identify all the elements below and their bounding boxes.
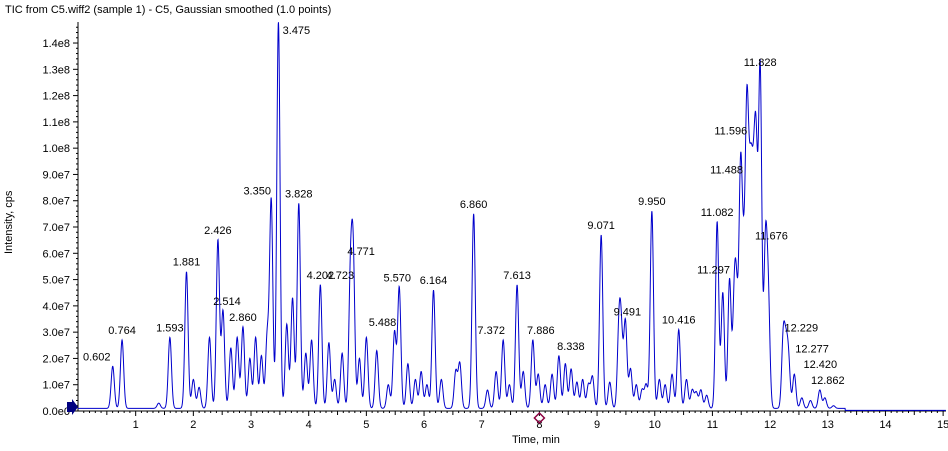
- y-axis-threshold-marker[interactable]: [67, 399, 78, 416]
- peak-label: 5.570: [383, 272, 411, 284]
- y-tick-label: 5.0e7: [42, 275, 70, 287]
- peak-label: 11.488: [710, 165, 743, 177]
- x-tick-label: 15: [937, 419, 948, 431]
- peak-label: 7.886: [527, 325, 555, 337]
- peak-label: 6.860: [460, 199, 488, 211]
- chart-title: TIC from C5.wiff2 (sample 1) - C5, Gauss…: [5, 4, 331, 16]
- peak-label: 1.593: [156, 322, 184, 334]
- peak-label: 2.514: [213, 296, 241, 308]
- x-tick-label: 3: [248, 419, 254, 431]
- y-ticks: 0.0e0 1.0e7 2.0e7 3.0e7 4.0e7 5.0e7 6.0e7 7.0e7…: [42, 26, 78, 418]
- peak-label: 5.488: [369, 317, 397, 329]
- y-tick-label: 0.0e0: [42, 406, 70, 418]
- peak-label: 3.475: [283, 25, 311, 37]
- peak-label: 2.860: [229, 312, 257, 324]
- y-tick-label: 8.0e7: [42, 196, 70, 208]
- y-tick-label: 1.4e8: [42, 38, 70, 50]
- y-tick-label: 2.0e7: [42, 353, 70, 365]
- x-axis-cursor-marker[interactable]: [533, 411, 546, 425]
- peak-label: 9.491: [614, 307, 642, 319]
- x-tick-label: 10: [649, 419, 661, 431]
- x-tick-label: 5: [363, 419, 369, 431]
- x-tick-label: 12: [764, 419, 776, 431]
- peak-label: 0.764: [108, 325, 136, 337]
- x-tick-label: 6: [421, 419, 427, 431]
- peak-label: 11.828: [744, 57, 777, 69]
- peak-label: 10.416: [662, 315, 696, 327]
- peak-label: 3.828: [285, 188, 313, 200]
- y-tick-label: 1.2e8: [42, 91, 70, 103]
- x-tick-label: 13: [822, 419, 834, 431]
- peak-label: 2.426: [204, 225, 232, 237]
- y-tick-label: 4.0e7: [42, 301, 70, 313]
- peak-label: 8.338: [557, 341, 585, 353]
- x-tick-label: 8: [536, 419, 542, 431]
- peak-label: 9.071: [587, 220, 615, 232]
- peak-label: 9.950: [638, 196, 666, 208]
- peak-label: 12.229: [784, 322, 818, 334]
- peak-label: 4.202: [307, 270, 335, 282]
- x-tick-label: 9: [594, 419, 600, 431]
- peak-label: 11.297: [697, 265, 730, 277]
- peak-label: 4.771: [347, 246, 375, 258]
- peak-label: 12.862: [811, 375, 845, 387]
- peak-labels: 0.602 0.764 1.593 1.881 2.426 2.514 2.860 3.350…: [83, 25, 845, 387]
- tic-trace-line: [78, 22, 946, 411]
- y-axis-label: Intensity, cps: [3, 190, 15, 254]
- peak-label: 0.602: [83, 351, 111, 363]
- peak-label: 1.881: [173, 257, 201, 269]
- y-tick-label: 3.0e7: [42, 327, 70, 339]
- peak-label: 11.596: [714, 125, 747, 137]
- x-tick-label: 7: [479, 419, 485, 431]
- x-tick-label: 11: [707, 419, 718, 431]
- peak-label: 11.082: [701, 207, 734, 219]
- peak-label: 12.277: [795, 343, 829, 355]
- peak-label: 3.350: [243, 186, 271, 198]
- y-tick-label: 1.3e8: [42, 64, 70, 76]
- x-tick-label: 14: [879, 419, 891, 431]
- peak-label: 11.676: [755, 230, 788, 242]
- peak-label: 6.164: [420, 275, 448, 287]
- x-tick-label: 1: [133, 419, 139, 431]
- peak-label: 7.372: [477, 325, 505, 337]
- y-tick-label: 1.1e8: [42, 117, 70, 129]
- y-tick-label: 6.0e7: [42, 248, 70, 260]
- x-tick-label: 2: [190, 419, 196, 431]
- axis-markers[interactable]: [67, 399, 546, 425]
- y-tick-label: 1.0e7: [42, 380, 70, 392]
- peak-label: 7.613: [503, 270, 531, 282]
- x-axis-label: Time, min: [512, 434, 560, 446]
- y-tick-label: 9.0e7: [42, 169, 70, 181]
- y-tick-label: 7.0e7: [42, 222, 70, 234]
- x-ticks: 1 2 3 4 5 6 7 8 9 10 11 12 13 14 15: [83, 411, 948, 431]
- peak-label: 4.723: [327, 270, 355, 282]
- y-tick-label: 1.0e8: [42, 143, 70, 155]
- x-tick-label: 4: [306, 419, 312, 431]
- peak-label: 12.420: [803, 359, 837, 371]
